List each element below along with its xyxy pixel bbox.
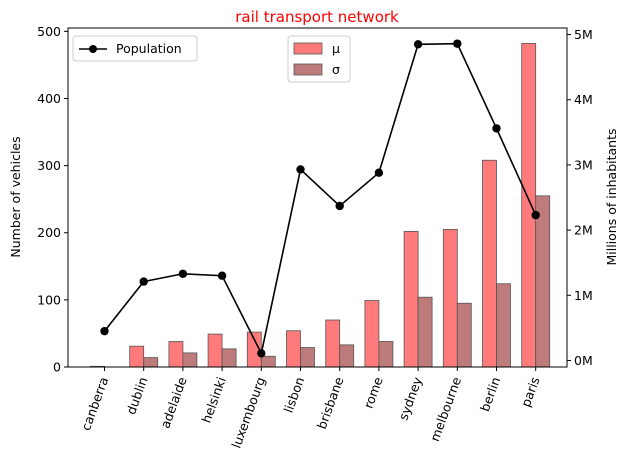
legend-mu-swatch — [293, 42, 323, 55]
bar-mu-paris — [521, 43, 537, 368]
bars-layer — [90, 43, 551, 368]
population-point-helsinki — [217, 271, 227, 280]
x-tick-label-luxembourg: luxembourg — [228, 375, 268, 450]
x-axis: canberra dublin adelaide helsinki luxembourg… — [78, 367, 543, 450]
y-tick-label: 400 — [37, 91, 61, 106]
x-tick-label-berlin: berlin — [477, 375, 503, 414]
population-point-rome — [374, 168, 384, 177]
bar-sigma-luxembourg — [260, 355, 276, 368]
y2-axis-title: Millions of inhabitants — [604, 128, 619, 265]
bar-sigma-berlin — [496, 283, 511, 368]
population-point-adelaide — [178, 269, 188, 278]
population-point-luxembourg — [257, 349, 266, 358]
population-point-canberra — [100, 326, 109, 336]
population-point-paris — [531, 210, 540, 220]
y2-tick-label: 5M — [574, 27, 593, 42]
bar-sigma-rome — [378, 341, 394, 368]
bar-mu-brisbane — [325, 319, 341, 368]
bar-sigma-helsinki — [221, 348, 237, 368]
legend-sigma-label: σ — [332, 62, 340, 77]
y2-tick-label: 3M — [574, 157, 593, 172]
x-tick-label-dublin: dublin — [123, 375, 150, 416]
legend-sigma-swatch — [293, 63, 323, 76]
y-tick-label: 500 — [37, 24, 61, 39]
x-tick-label-rome: rome — [361, 375, 386, 411]
bar-mu-dublin — [129, 345, 145, 368]
legend-mu-label: μ — [332, 41, 340, 56]
y2-tick-label: 2M — [574, 223, 593, 238]
right-y-axis: 0M 1M 2M 3M 4M 5M — [567, 27, 593, 368]
y-axis-title: Number of vehicles — [8, 136, 23, 257]
legend-population-label: Population — [116, 41, 182, 56]
population-point-lisbon — [296, 165, 305, 174]
x-tick-label-lisbon: lisbon — [281, 375, 308, 415]
x-tick-label-melbourne: melbourne — [427, 375, 464, 444]
x-tick-label-canberra: canberra — [78, 375, 111, 433]
x-tick-label-helsinki: helsinki — [199, 375, 229, 425]
y-tick-label: 100 — [37, 292, 61, 307]
legend-population: Population — [72, 35, 198, 62]
legend-bars: μ σ — [287, 35, 351, 83]
bar-sigma-lisbon — [300, 347, 315, 368]
y2-tick-label: 4M — [574, 92, 593, 107]
bar-sigma-melbourne — [456, 302, 472, 368]
population-point-dublin — [139, 277, 148, 286]
bar-mu-melbourne — [442, 228, 458, 368]
population-line-layer — [100, 39, 540, 358]
legend-population-marker — [89, 45, 97, 53]
x-tick-label-brisbane: brisbane — [314, 375, 347, 431]
population-point-berlin — [492, 124, 501, 133]
bar-mu-helsinki — [207, 333, 223, 368]
bar-sigma-brisbane — [339, 344, 355, 368]
x-tick-label-adelaide: adelaide — [157, 375, 190, 431]
bar-sigma-dublin — [143, 357, 159, 368]
plot-frame — [67, 27, 568, 368]
bar-mu-berlin — [482, 159, 497, 368]
y-tick-label: 300 — [37, 158, 61, 173]
chart-title: rail transport network — [235, 8, 399, 26]
y2-tick-label: 1M — [574, 288, 593, 303]
population-point-brisbane — [335, 201, 344, 211]
left-y-axis: 0 100 200 300 400 500 — [37, 24, 68, 375]
bar-sigma-paris — [535, 195, 551, 368]
bar-mu-lisbon — [286, 330, 301, 368]
bar-sigma-sydney — [417, 296, 433, 368]
x-tick-label-sydney: sydney — [395, 374, 425, 422]
legend-population-box — [72, 35, 198, 62]
bar-mu-sydney — [403, 230, 419, 368]
bar-mu-adelaide — [168, 341, 184, 368]
y-tick-label: 0 — [53, 360, 61, 375]
bar-sigma-adelaide — [182, 352, 198, 368]
population-line — [103, 42, 537, 356]
x-tick-label-paris: paris — [518, 375, 543, 409]
population-point-sydney — [413, 40, 423, 49]
y-tick-label: 200 — [37, 225, 61, 240]
population-point-melbourne — [453, 39, 462, 48]
bar-mu-rome — [364, 300, 380, 368]
y2-tick-label: 0M — [574, 353, 593, 368]
